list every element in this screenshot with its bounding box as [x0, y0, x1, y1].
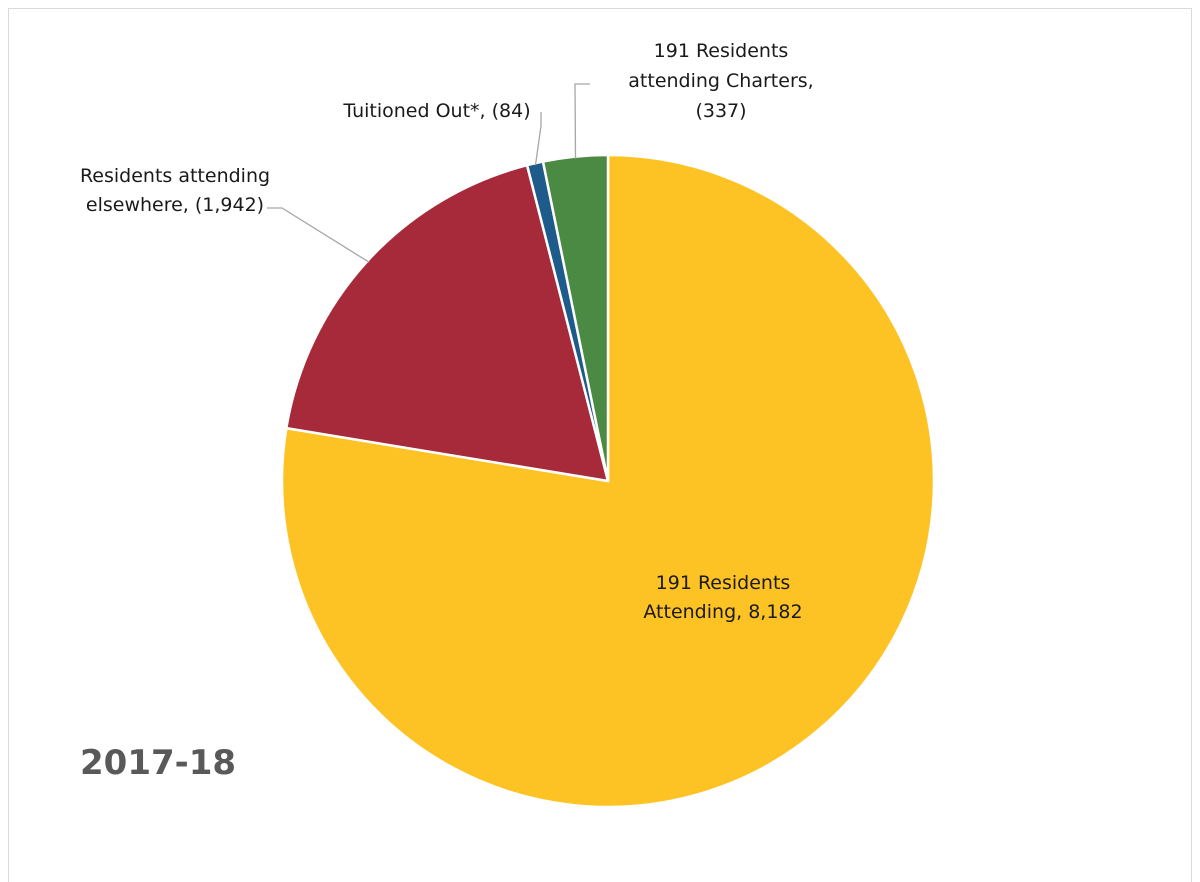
slice-label-tuitioned-out: Tuitioned Out*, (84)	[342, 100, 530, 122]
leader-line-3	[574, 83, 590, 159]
leader-line-1	[267, 207, 370, 263]
leader-lines	[267, 83, 590, 263]
slice-label-elsewhere: Residents attending elsewhere, (1,942)	[80, 165, 270, 216]
slice-label-attending: 191 Residents Attending, 8,182	[643, 572, 802, 623]
year-label: 2017-18	[80, 743, 236, 783]
slice-label-charters: 191 Residents attending Charters, (337)	[628, 40, 813, 122]
chart-frame	[8, 8, 1192, 882]
pie-slices	[280, 153, 936, 809]
leader-line-2	[534, 112, 542, 166]
